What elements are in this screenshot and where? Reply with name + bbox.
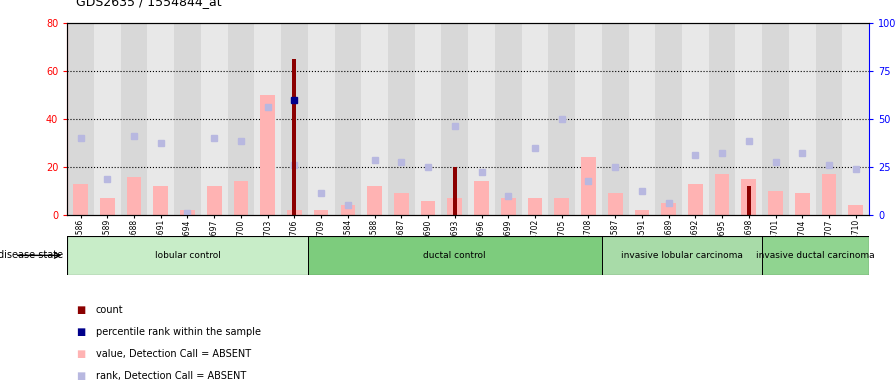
- Bar: [67, 23, 94, 215]
- Bar: [308, 236, 602, 275]
- Text: value, Detection Call = ABSENT: value, Detection Call = ABSENT: [96, 349, 251, 359]
- Bar: [153, 186, 168, 215]
- Bar: [661, 203, 676, 215]
- Bar: [815, 23, 842, 215]
- Bar: [762, 23, 789, 215]
- Text: lobular control: lobular control: [154, 251, 220, 260]
- Bar: [292, 59, 297, 215]
- Bar: [67, 236, 308, 275]
- Text: ■: ■: [76, 305, 85, 314]
- Bar: [715, 174, 729, 215]
- Bar: [768, 191, 783, 215]
- Bar: [501, 198, 515, 215]
- Bar: [822, 174, 836, 215]
- Bar: [788, 23, 815, 215]
- Bar: [548, 23, 575, 215]
- Bar: [762, 236, 869, 275]
- Bar: [634, 210, 650, 215]
- Text: rank, Detection Call = ABSENT: rank, Detection Call = ABSENT: [96, 371, 246, 381]
- Bar: [602, 23, 629, 215]
- Bar: [442, 23, 468, 215]
- Bar: [607, 194, 623, 215]
- Bar: [688, 184, 702, 215]
- Bar: [388, 23, 415, 215]
- Bar: [287, 210, 302, 215]
- Text: ■: ■: [76, 349, 85, 359]
- Text: count: count: [96, 305, 124, 314]
- Bar: [602, 236, 762, 275]
- Bar: [394, 194, 409, 215]
- Bar: [261, 95, 275, 215]
- Bar: [228, 23, 254, 215]
- Bar: [73, 184, 88, 215]
- Bar: [655, 23, 682, 215]
- Bar: [367, 186, 382, 215]
- Bar: [121, 23, 147, 215]
- Bar: [308, 23, 334, 215]
- Bar: [361, 23, 388, 215]
- Bar: [628, 23, 655, 215]
- Bar: [207, 186, 221, 215]
- Bar: [452, 167, 457, 215]
- Bar: [334, 23, 361, 215]
- Bar: [746, 186, 751, 215]
- Text: percentile rank within the sample: percentile rank within the sample: [96, 327, 261, 337]
- Bar: [415, 23, 442, 215]
- Bar: [447, 198, 462, 215]
- Bar: [709, 23, 736, 215]
- Text: ■: ■: [76, 327, 85, 337]
- Bar: [528, 198, 542, 215]
- Bar: [795, 194, 810, 215]
- Bar: [555, 198, 569, 215]
- Bar: [495, 23, 521, 215]
- Text: invasive lobular carcinoma: invasive lobular carcinoma: [621, 251, 743, 260]
- Text: invasive ductal carcinoma: invasive ductal carcinoma: [756, 251, 875, 260]
- Bar: [234, 182, 248, 215]
- Bar: [147, 23, 174, 215]
- Bar: [174, 23, 201, 215]
- Text: GDS2635 / 1554844_at: GDS2635 / 1554844_at: [76, 0, 222, 8]
- Text: ■: ■: [76, 371, 85, 381]
- Bar: [521, 23, 548, 215]
- Text: ductal control: ductal control: [424, 251, 487, 260]
- Bar: [575, 23, 602, 215]
- Text: disease state: disease state: [0, 250, 63, 260]
- Bar: [736, 23, 762, 215]
- Bar: [254, 23, 281, 215]
- Bar: [201, 23, 228, 215]
- Bar: [849, 205, 863, 215]
- Bar: [682, 23, 709, 215]
- Bar: [180, 210, 194, 215]
- Bar: [340, 205, 355, 215]
- Bar: [314, 210, 329, 215]
- Bar: [281, 23, 308, 215]
- Bar: [582, 157, 596, 215]
- Bar: [742, 179, 756, 215]
- Bar: [474, 182, 489, 215]
- Bar: [421, 200, 435, 215]
- Bar: [842, 23, 869, 215]
- Bar: [468, 23, 495, 215]
- Bar: [126, 177, 142, 215]
- Bar: [100, 198, 115, 215]
- Bar: [94, 23, 121, 215]
